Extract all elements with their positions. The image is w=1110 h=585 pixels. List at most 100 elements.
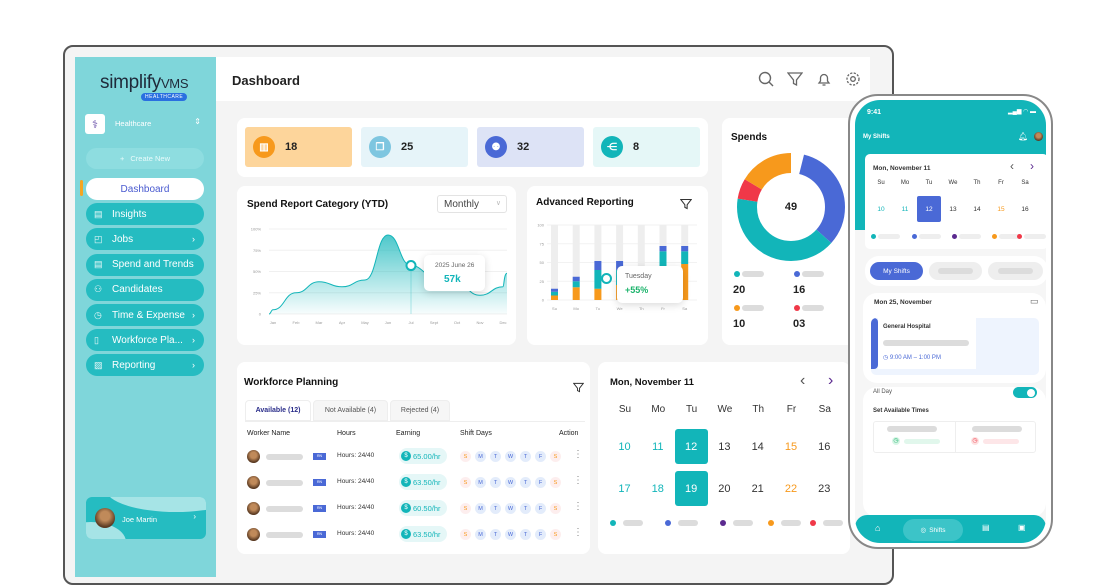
next-button[interactable]: › (1030, 159, 1034, 173)
shift-day[interactable]: T (520, 503, 531, 514)
calendar-day[interactable]: 13 (718, 440, 731, 453)
shift-day[interactable]: W (505, 451, 516, 462)
create-new-button[interactable]: + Create New (86, 148, 204, 169)
clipboard-icon[interactable]: ▤ (982, 523, 990, 532)
shift-day[interactable]: W (505, 477, 516, 488)
calendar-day[interactable]: 14 (973, 205, 981, 213)
kebab-menu-icon[interactable]: ⋮ (573, 449, 583, 460)
user-card[interactable]: Joe Martin › (86, 497, 206, 539)
calendar-day[interactable]: 13 (949, 205, 957, 213)
shift-day[interactable]: F (535, 477, 546, 488)
shift-day[interactable]: F (535, 529, 546, 540)
shift-day[interactable]: F (535, 451, 546, 462)
shift-day[interactable]: W (505, 503, 516, 514)
table-row[interactable]: RN Hours: 24/40 $60.50/hr S M T W T F S ⋮ (237, 497, 590, 521)
shift-item[interactable]: General Hospital ◷ 9:00 AM – 1:00 PM (871, 318, 1039, 375)
shift-day[interactable]: S (550, 503, 561, 514)
calendar-day[interactable]: 21 (751, 482, 764, 495)
shift-day[interactable]: T (520, 529, 531, 540)
bell-icon[interactable]: 🔔︎ (1018, 132, 1029, 141)
shift-day[interactable]: F (535, 503, 546, 514)
shift-day[interactable]: M (475, 451, 486, 462)
stat-card[interactable]: ❐ 25 (361, 127, 468, 167)
shift-day[interactable]: M (475, 477, 486, 488)
calendar-day[interactable]: 16 (1021, 205, 1029, 213)
calendar-day[interactable]: 20 (718, 482, 731, 495)
shift-day[interactable]: T (490, 529, 501, 540)
stat-card[interactable]: ▥ 18 (245, 127, 352, 167)
table-row[interactable]: RN Hours: 24/40 $63.50/hr S M T W T F S ⋮ (237, 471, 590, 495)
calendar-day[interactable]: 11 (652, 440, 664, 453)
nav-shifts[interactable]: ◎ Shifts (903, 519, 963, 541)
sidebar-item-reporting[interactable]: ▨ Reporting › (86, 354, 204, 377)
shift-day[interactable]: M (475, 529, 486, 540)
shift-day[interactable]: W (505, 529, 516, 540)
kebab-menu-icon[interactable]: ⋮ (573, 527, 583, 538)
org-switcher[interactable]: ⚕ Healthcare ⇕ (85, 114, 205, 134)
prev-month-button[interactable]: ‹ (800, 372, 806, 389)
sidebar-item-workforce-pla[interactable]: ▯ Workforce Pla... › (86, 329, 204, 352)
filter-icon[interactable] (786, 71, 804, 89)
calendar-day[interactable]: 11 (901, 205, 909, 213)
sidebar-item-dashboard[interactable]: Dashboard (86, 178, 204, 200)
tab-not-available[interactable]: Not Available (4) (313, 400, 388, 421)
calendar-day[interactable]: 10 (618, 440, 631, 453)
home-icon[interactable]: ⌂ (875, 523, 881, 533)
calendar-day[interactable]: 10 (877, 205, 885, 213)
period-select[interactable]: Monthly ∨ (437, 195, 507, 213)
table-row[interactable]: RN Hours: 24/40 $65.00/hr S M T W T F S ⋮ (237, 445, 590, 469)
shift-day[interactable]: S (460, 477, 471, 488)
shift-day[interactable]: T (520, 477, 531, 488)
shift-day[interactable]: M (475, 503, 486, 514)
bell-icon[interactable] (815, 71, 833, 89)
sidebar-item-time-expense[interactable]: ◷ Time & Expense › (86, 304, 204, 326)
shift-day[interactable]: S (550, 477, 561, 488)
stat-card[interactable]: ⋲ 8 (593, 127, 700, 167)
segment-option[interactable] (929, 262, 982, 280)
shift-day[interactable]: T (490, 503, 501, 514)
kebab-menu-icon[interactable]: ⋮ (573, 501, 583, 512)
calendar-day[interactable]: 22 (784, 482, 798, 495)
shift-day[interactable]: S (460, 503, 471, 514)
tab-rejected[interactable]: Rejected (4) (390, 400, 450, 421)
tab-available[interactable]: Available (12) (245, 400, 311, 421)
sidebar-item-spend-and-trends[interactable]: ▤ Spend and Trends (86, 253, 204, 276)
shift-day[interactable]: T (490, 451, 501, 462)
calendar-day[interactable]: 12 (917, 196, 941, 222)
sidebar-item-jobs[interactable]: ◰ Jobs › (86, 228, 204, 251)
calendar-day[interactable]: 19 (674, 471, 708, 506)
filter-icon[interactable] (679, 197, 693, 215)
all-day-toggle[interactable] (1013, 387, 1037, 398)
avatar[interactable] (1034, 132, 1043, 141)
kebab-menu-icon[interactable]: ⋮ (573, 475, 583, 486)
shift-day[interactable]: S (550, 451, 561, 462)
x-tick-label: Feb (293, 320, 301, 325)
shift-day[interactable]: S (550, 529, 561, 540)
prev-button[interactable]: ‹ (1010, 159, 1014, 173)
calendar-day[interactable]: 23 (818, 482, 831, 495)
calendar-day[interactable]: 12 (674, 429, 708, 464)
calendar-day[interactable]: 17 (618, 482, 631, 495)
segment-my-shifts[interactable]: My Shifts (870, 262, 923, 280)
shift-day[interactable]: S (460, 451, 471, 462)
calendar-day[interactable]: 14 (751, 440, 764, 453)
calendar-day[interactable]: 16 (818, 440, 831, 453)
calendar-day[interactable]: 15 (997, 205, 1005, 213)
shift-day[interactable]: T (520, 451, 531, 462)
filter-icon[interactable] (572, 380, 585, 398)
shift-day[interactable]: S (460, 529, 471, 540)
sidebar-item-candidates[interactable]: ⚇ Candidates (86, 278, 204, 301)
segment-option[interactable] (988, 262, 1043, 280)
stat-card[interactable]: ⚉ 32 (477, 127, 584, 167)
search-icon[interactable] (757, 71, 775, 89)
next-month-button[interactable]: › (828, 372, 834, 389)
calendar-icon[interactable]: ▭ (1030, 296, 1039, 306)
gear-icon[interactable] (844, 71, 862, 89)
shift-day[interactable]: T (490, 477, 501, 488)
calendar-day[interactable]: 18 (651, 482, 664, 495)
table-row[interactable]: RN Hours: 24/40 $63.50/hr S M T W T F S ⋮ (237, 523, 590, 547)
sidebar-item-insights[interactable]: ▤ Insights (86, 203, 204, 226)
calendar-day[interactable]: 15 (784, 440, 798, 453)
time-range[interactable]: ◷ ◷ (873, 421, 1036, 453)
notes-icon[interactable]: ▣ (1018, 523, 1026, 532)
